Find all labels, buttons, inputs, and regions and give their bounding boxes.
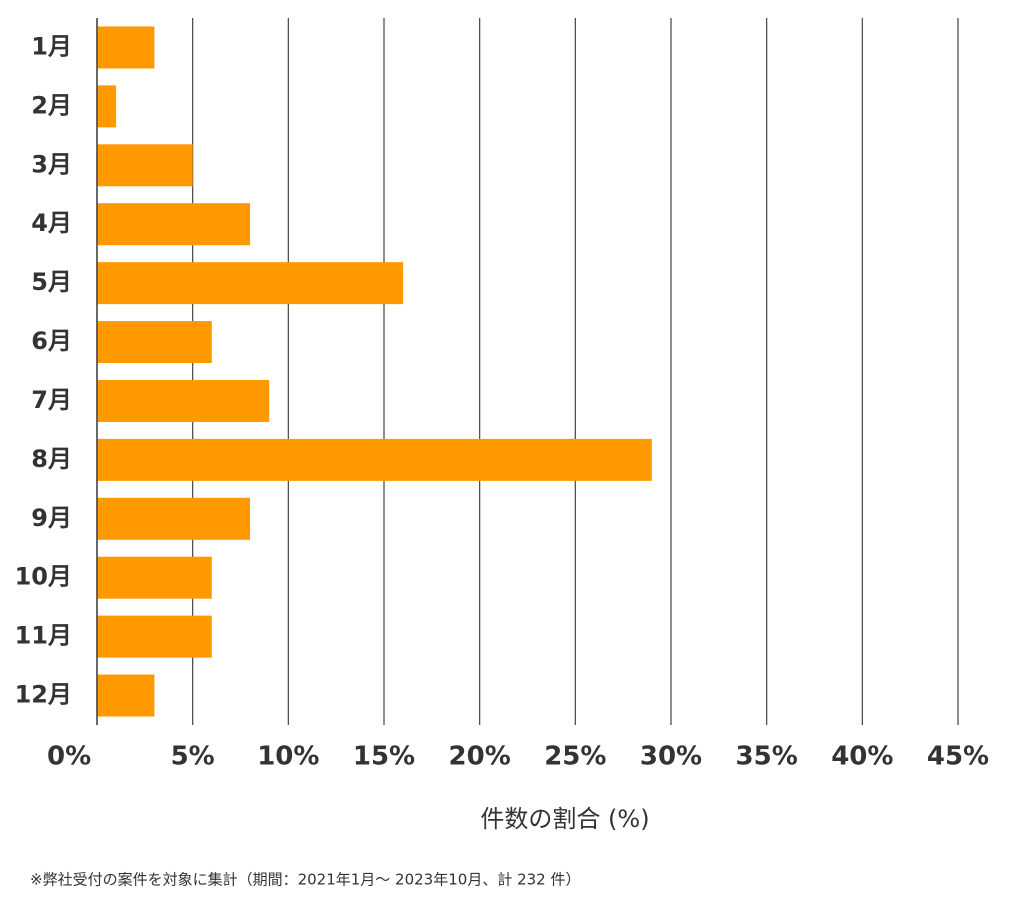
bar [97,379,270,422]
bar [97,497,251,540]
y-tick-label: 1月 [31,32,72,60]
x-tick-label: 45% [927,742,989,772]
bar [97,26,155,69]
footnote: ※弊社受付の案件を対象に集計（期間：2021年1月～ 2023年10月、計 23… [30,871,580,889]
x-tick-label: 35% [736,742,798,772]
y-tick-label: 12月 [15,681,72,709]
bar [97,674,155,717]
y-tick-label: 4月 [31,209,72,237]
x-tick-label: 10% [257,742,319,772]
y-tick-label: 6月 [31,327,72,355]
y-tick-label: 10月 [15,563,72,591]
y-tick-label: 2月 [31,91,72,119]
y-tick-label: 11月 [15,622,72,650]
x-tick-label: 15% [353,742,415,772]
x-tick-label: 20% [449,742,511,772]
bar [97,438,652,481]
y-tick-label: 5月 [31,268,72,296]
bar [97,144,193,187]
x-tick-label: 25% [544,742,606,772]
y-tick-label: 7月 [31,386,72,414]
x-axis-title: 件数の割合 (%) [480,805,649,833]
bar [97,262,404,305]
y-tick-label: 3月 [31,150,72,178]
x-tick-label: 30% [640,742,702,772]
bar [97,203,251,246]
y-tick-label: 9月 [31,504,72,532]
bar [97,615,212,658]
x-tick-label: 5% [171,742,215,772]
bar [97,85,117,128]
x-tick-label: 0% [47,742,91,772]
bar [97,321,212,364]
x-tick-label: 40% [831,742,893,772]
y-tick-label: 8月 [31,445,72,473]
bar [97,556,212,599]
